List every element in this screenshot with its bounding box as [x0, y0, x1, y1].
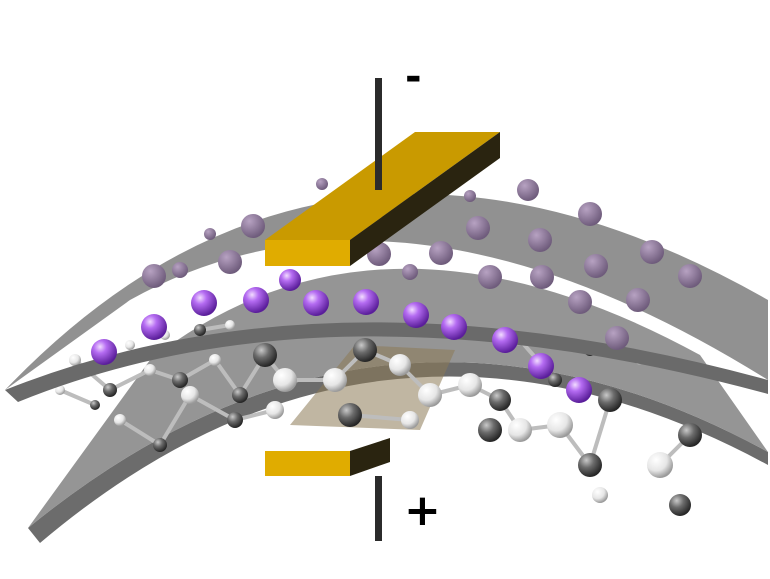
lithium-ion: [528, 353, 554, 379]
carbon-atom: [153, 438, 167, 452]
lower-separator-sheet: [28, 268, 768, 543]
lithium-ion: [528, 228, 552, 252]
lithium-ion: [303, 290, 329, 316]
carbon-atom: [548, 373, 562, 387]
negative-terminal-label: -: [405, 54, 422, 100]
carbon-atom: [478, 418, 502, 442]
hydrogen-atom: [181, 386, 199, 404]
chemical-bond: [59, 388, 96, 407]
hydrogen-atom: [458, 373, 482, 397]
lithium-ion: [530, 265, 554, 289]
carbon-atom: [489, 389, 511, 411]
carbon-atom: [338, 403, 362, 427]
lithium-ion: [517, 179, 539, 201]
lithium-ion: [141, 314, 167, 340]
hydrogen-atom: [592, 487, 608, 503]
lithium-ion: [492, 327, 518, 353]
lithium-ion: [578, 202, 602, 226]
lithium-ion: [191, 290, 217, 316]
carbon-atom: [353, 338, 377, 362]
carbon-atom: [232, 387, 248, 403]
lithium-ion: [316, 178, 328, 190]
hydrogen-atom: [125, 340, 135, 350]
hydrogen-atom: [209, 354, 221, 366]
carbon-atom: [194, 324, 206, 336]
hydrogen-atom: [266, 401, 284, 419]
hydrogen-atom: [69, 354, 81, 366]
lithium-ions-in-separator: [142, 178, 702, 350]
hydrogen-atom: [647, 452, 673, 478]
lithium-ion: [403, 302, 429, 328]
lithium-ion: [218, 250, 242, 274]
lithium-ion: [584, 254, 608, 278]
carbon-atom: [598, 388, 622, 412]
lithium-ion: [678, 264, 702, 288]
lithium-ion: [353, 289, 379, 315]
lithium-ion: [241, 214, 265, 238]
lithium-ion: [172, 262, 188, 278]
positive-terminal-label: +: [404, 485, 441, 536]
hydrogen-atom: [418, 383, 442, 407]
hydrogen-atom: [273, 368, 297, 392]
lithium-ion: [478, 265, 502, 289]
lithium-ions: [91, 269, 592, 403]
hydrogen-atom: [389, 354, 411, 376]
bottom-electrode: [265, 438, 390, 476]
carbon-atom: [227, 412, 243, 428]
lithium-ion: [243, 287, 269, 313]
hydrogen-atom: [144, 364, 156, 376]
carbon-atom: [253, 343, 277, 367]
lithium-ion: [626, 288, 650, 312]
polymer-electrolyte-molecules: [55, 320, 702, 516]
upper-separator-sheet: [5, 194, 768, 402]
lithium-ion: [142, 264, 166, 288]
lithium-ion: [429, 241, 453, 265]
chemical-bond: [118, 418, 162, 447]
carbon-atom: [172, 372, 188, 388]
hydrogen-atom: [114, 414, 126, 426]
hydrogen-atom: [547, 412, 573, 438]
lithium-ion: [91, 339, 117, 365]
chemical-bond: [158, 393, 192, 447]
lithium-ion: [204, 228, 216, 240]
carbon-atom: [678, 423, 702, 447]
lithium-ion: [640, 240, 664, 264]
lithium-ion: [402, 264, 418, 280]
hydrogen-atom: [323, 368, 347, 392]
hydrogen-atom: [225, 320, 235, 330]
lithium-ion: [441, 314, 467, 340]
carbon-atom: [90, 400, 100, 410]
hydrogen-atom: [55, 385, 65, 395]
lithium-ion: [568, 290, 592, 314]
carbon-atom: [103, 383, 117, 397]
hydrogen-atom: [401, 411, 419, 429]
chemical-bond: [109, 368, 151, 392]
lithium-ion: [566, 377, 592, 403]
carbon-atom: [578, 453, 602, 477]
positive-wire: [375, 476, 382, 541]
lithium-ion: [466, 216, 490, 240]
lithium-ion: [464, 190, 476, 202]
carbon-atom: [669, 494, 691, 516]
lithium-ion: [605, 326, 629, 350]
lithium-ion: [279, 269, 301, 291]
top-electrode: [265, 132, 500, 266]
hydrogen-atom: [508, 418, 532, 442]
negative-wire: [375, 78, 382, 190]
electrode-shadow: [290, 345, 455, 430]
